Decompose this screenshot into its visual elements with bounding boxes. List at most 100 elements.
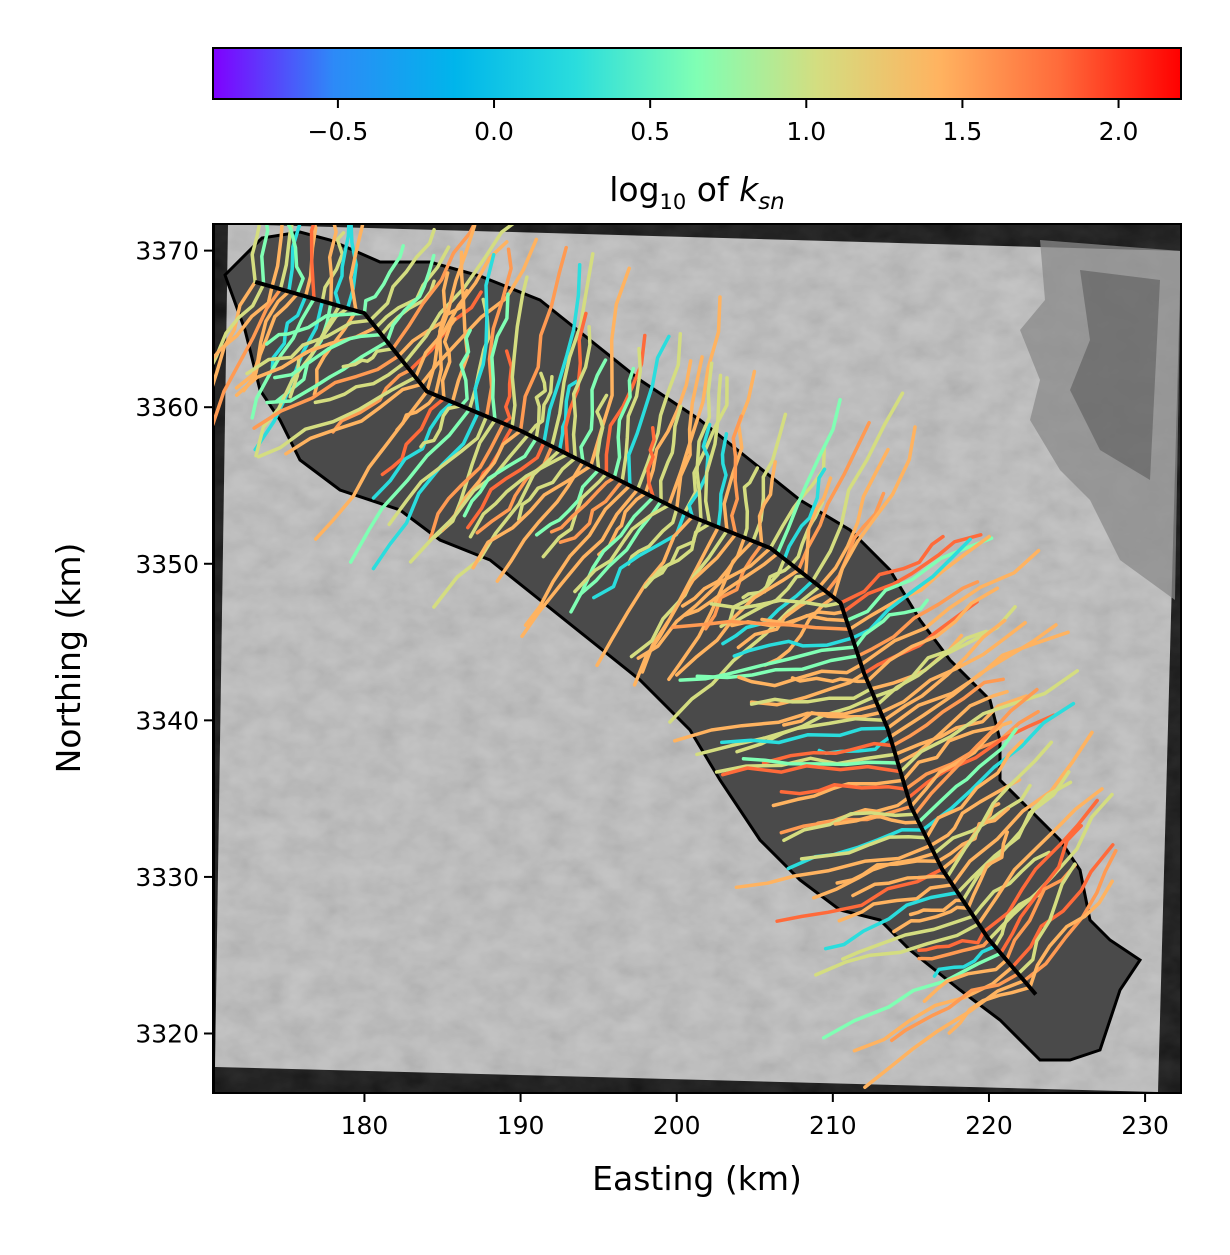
x-tick-label: 200 xyxy=(653,1111,701,1140)
tributary-channel xyxy=(695,716,886,757)
tributary-channel xyxy=(803,476,833,578)
tributary-channel xyxy=(889,972,1020,1043)
colorbar-tick-label: 2.0 xyxy=(1099,117,1139,146)
tributary-channel xyxy=(213,285,274,362)
tributary-channel xyxy=(853,598,929,649)
tributary-channel xyxy=(534,468,601,537)
tributary-channel xyxy=(626,507,679,566)
tributary-channel xyxy=(732,636,855,658)
tributary-channel xyxy=(844,536,994,623)
tributary-channel xyxy=(643,522,712,589)
tributary-channel xyxy=(838,534,945,605)
tributary-channel xyxy=(579,358,608,464)
tributary-channel xyxy=(1004,863,1077,962)
tributary-channel xyxy=(703,373,723,526)
tributary-channel xyxy=(234,289,291,390)
tributary-channel xyxy=(518,245,568,433)
tributary-channel xyxy=(741,562,794,600)
tributary-channel xyxy=(814,922,981,977)
tributary-channel xyxy=(523,483,632,627)
colorbar-tick-label: 1.0 xyxy=(786,117,826,146)
tributary-channel xyxy=(847,534,991,632)
tributary-channel xyxy=(823,890,960,951)
tributary-channel xyxy=(950,730,1094,887)
x-tick-label: 220 xyxy=(965,1111,1013,1140)
tributary-channel xyxy=(320,231,346,303)
tributary-channel xyxy=(908,898,965,917)
tributary-channel xyxy=(945,740,1054,879)
tributary-channel xyxy=(413,240,509,380)
x-tick-label: 190 xyxy=(497,1111,545,1140)
y-tick-label: 3350 xyxy=(135,550,199,579)
tributary-channel xyxy=(571,325,592,460)
y-tick-label: 3360 xyxy=(135,393,199,422)
tributary-channel xyxy=(341,347,395,369)
colorbar-tick-label: −0.5 xyxy=(308,117,369,146)
tributary-channel xyxy=(835,859,940,885)
tributary-channel xyxy=(817,447,890,589)
tributary-channel xyxy=(620,346,643,484)
map-panel xyxy=(212,223,1182,1094)
tributary-channel xyxy=(913,687,1039,817)
tributary-channel xyxy=(260,224,270,287)
tributary-channel xyxy=(779,782,908,796)
tributary-channel xyxy=(362,244,405,315)
tributary-channel xyxy=(462,436,538,518)
tributary-channel xyxy=(1010,843,1115,969)
tributary-channel xyxy=(682,376,729,515)
tributary-channel xyxy=(284,382,423,456)
tributary-channel xyxy=(722,369,757,533)
ne-mountains-shadow xyxy=(1070,270,1160,480)
tributary-channel xyxy=(632,532,738,687)
tributary-channel xyxy=(348,224,365,313)
tributary-channel xyxy=(371,411,480,571)
tributary-channel xyxy=(313,361,406,405)
tributary-channel xyxy=(761,741,895,765)
tributary-channel xyxy=(542,262,582,445)
tributary-channel xyxy=(573,503,671,594)
tributary-channel xyxy=(250,224,262,284)
tributary-channel xyxy=(348,407,472,564)
tributary-channel xyxy=(558,479,624,544)
tributary-channel xyxy=(380,396,446,477)
y-tick-label: 3320 xyxy=(135,1020,199,1049)
tributary-channel xyxy=(466,440,546,530)
tributary-channel xyxy=(450,250,470,404)
tributary-channel xyxy=(947,985,1032,1035)
tributary-channel xyxy=(408,432,531,564)
colorbar-label: log10 of ksn xyxy=(609,170,785,215)
colorbar-bar xyxy=(212,47,1182,100)
tributary-channel xyxy=(440,317,457,401)
tributary-channel xyxy=(716,432,729,529)
tributary-channel xyxy=(256,375,418,459)
tributary-channel xyxy=(720,764,903,777)
tributary-channel xyxy=(924,739,1024,840)
tributary-channel xyxy=(714,752,898,774)
tributary-channel xyxy=(273,332,384,380)
tributary-channel xyxy=(859,548,1041,667)
tributary-channel xyxy=(742,466,760,540)
tributary-channel xyxy=(213,287,283,428)
tributary-channel xyxy=(741,757,900,767)
tributary-channel xyxy=(936,806,1011,864)
tributary-channel xyxy=(841,914,976,961)
tributary-channel xyxy=(749,671,866,707)
tributary-channel xyxy=(252,354,401,430)
tributary-channel xyxy=(906,713,1056,800)
tributary-channel xyxy=(668,584,822,724)
tributary-channel xyxy=(534,371,547,441)
tributary-channel xyxy=(998,824,1083,956)
tributary-channel xyxy=(890,677,1005,748)
x-tick-label: 230 xyxy=(1121,1111,1169,1140)
tributary-channel xyxy=(917,937,991,961)
tributary-channel xyxy=(730,414,743,536)
tributary-channel xyxy=(782,811,917,843)
x-tick-label: 210 xyxy=(809,1111,857,1140)
tributary-channel xyxy=(771,778,905,808)
tributary-channel xyxy=(526,375,554,437)
tributary-channel xyxy=(863,978,1026,1090)
tributary-channel xyxy=(734,843,933,890)
tributary-channel xyxy=(893,694,1029,757)
tributary-channel xyxy=(782,710,883,727)
